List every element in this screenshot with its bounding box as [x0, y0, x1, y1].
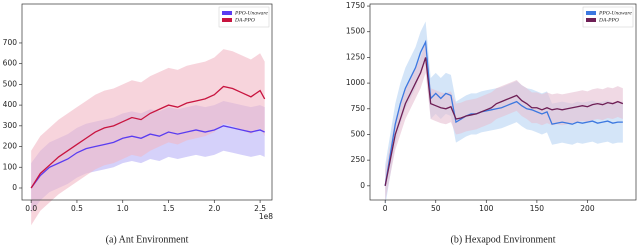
series-line [384, 39, 623, 186]
series-line [30, 125, 265, 189]
x-tick-label: 50 [431, 204, 441, 213]
series-line [384, 57, 624, 186]
y-tick-label: 200 [3, 142, 18, 151]
legend-label: PPO-Unaware [234, 10, 268, 16]
y-tick-label: 400 [3, 100, 18, 109]
legend-swatch [222, 11, 232, 15]
y-tick-label: 300 [3, 121, 18, 130]
x-tick-label: 0.0 [25, 204, 37, 213]
y-tick-label: 750 [351, 104, 366, 113]
y-tick-label: 700 [3, 38, 18, 47]
x-tick-label: 200 [580, 204, 595, 213]
x-tick-label: 1.0 [117, 204, 129, 213]
y-tick-label: 500 [351, 129, 366, 138]
legend-swatch [222, 18, 232, 22]
band [31, 49, 265, 226]
legend-label: PPO-Unaware [598, 10, 632, 16]
y-tick-label: 600 [3, 59, 18, 68]
x-tick-label: 0.5 [71, 204, 83, 213]
y-tick-label: 100 [3, 162, 18, 171]
x-tick-label: 2.5 [254, 204, 266, 213]
plot [30, 49, 266, 226]
legend-swatch [586, 11, 596, 15]
caption: (b) Hexapod Environment [451, 234, 556, 245]
x-offset-label: 1e8 [259, 212, 273, 221]
legend-label: DA-PPO [234, 17, 255, 23]
y-tick-label: 500 [3, 79, 18, 88]
legend-swatch [586, 18, 596, 22]
x-tick-label: 2.0 [208, 204, 220, 213]
y-tick-label: 1250 [346, 52, 365, 61]
y-tick-label: 250 [351, 155, 366, 164]
band [385, 42, 623, 202]
legend-label: DA-PPO [598, 17, 619, 23]
plot [384, 21, 624, 207]
caption: (a) Ant Environment [106, 234, 189, 245]
x-tick-label: 0 [383, 204, 388, 213]
x-tick-label: 1.5 [163, 204, 175, 213]
y-tick-label: 1750 [346, 1, 365, 10]
x-tick-label: 150 [530, 204, 545, 213]
y-tick-label: 1000 [346, 78, 365, 87]
x-tick-label: 100 [479, 204, 494, 213]
series-line [30, 85, 266, 189]
y-tick-label: 0 [360, 181, 365, 190]
axes-frame [21, 3, 273, 201]
y-tick-label: 0 [12, 183, 17, 192]
axes-frame [369, 3, 637, 201]
y-tick-label: 1500 [346, 27, 365, 36]
